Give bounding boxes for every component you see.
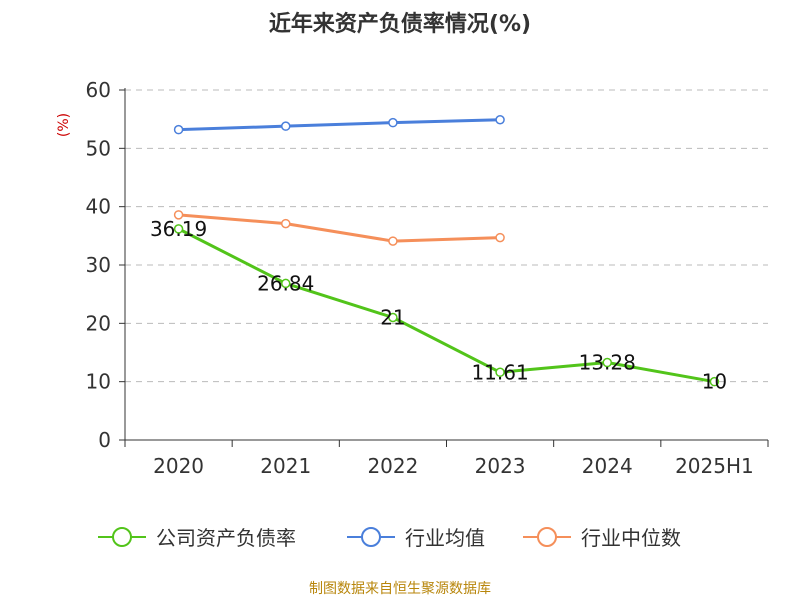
legend-swatch-marker (112, 527, 132, 547)
legend-label: 公司资产负债率 (156, 526, 296, 550)
x-tick-label: 2023 (475, 454, 526, 478)
data-label: 10 (702, 370, 727, 394)
y-tick-label: 20 (86, 311, 111, 335)
data-point (173, 124, 184, 135)
data-label: 26.84 (257, 271, 314, 295)
series-line (178, 213, 501, 243)
data-point (388, 312, 398, 323)
legend-swatch-marker (361, 527, 381, 547)
data-point (281, 278, 291, 289)
y-axis-label: (%) (56, 113, 72, 137)
source-note: 制图数据来自恒生聚源数据库 (309, 581, 491, 597)
data-label: 36.19 (150, 217, 207, 241)
data-point (495, 232, 505, 243)
x-tick-label: 2025H1 (675, 454, 754, 478)
y-tick-label: 10 (86, 370, 111, 394)
data-label: 11.61 (471, 360, 528, 384)
data-label: 21 (380, 306, 405, 330)
data-point (173, 224, 184, 234)
series-line (177, 227, 715, 384)
y-tick-label: 60 (86, 78, 111, 102)
data-label: 13.28 (579, 351, 636, 375)
data-point (281, 121, 291, 131)
data-point (602, 357, 612, 368)
x-tick-label: 2024 (582, 454, 633, 478)
x-tick-label: 2021 (260, 454, 311, 478)
data-point (281, 218, 291, 229)
legend-swatch-marker (537, 527, 557, 547)
y-tick-label: 40 (86, 195, 111, 219)
legend-label: 行业中位数 (581, 526, 681, 550)
chart-title: 近年来资产负债率情况(%) (268, 12, 532, 37)
x-tick-label: 2022 (367, 454, 418, 478)
y-tick-label: 0 (98, 428, 111, 452)
data-point (709, 376, 720, 387)
y-tick-label: 50 (86, 136, 111, 160)
data-point (495, 367, 505, 378)
series-line (178, 118, 501, 132)
y-tick-label: 30 (86, 253, 111, 277)
x-tick-label: 2020 (153, 454, 204, 478)
data-point (173, 210, 184, 220)
data-point (495, 115, 505, 125)
data-point (388, 117, 398, 128)
legend-label: 行业均值 (405, 526, 485, 550)
data-point (388, 236, 398, 246)
